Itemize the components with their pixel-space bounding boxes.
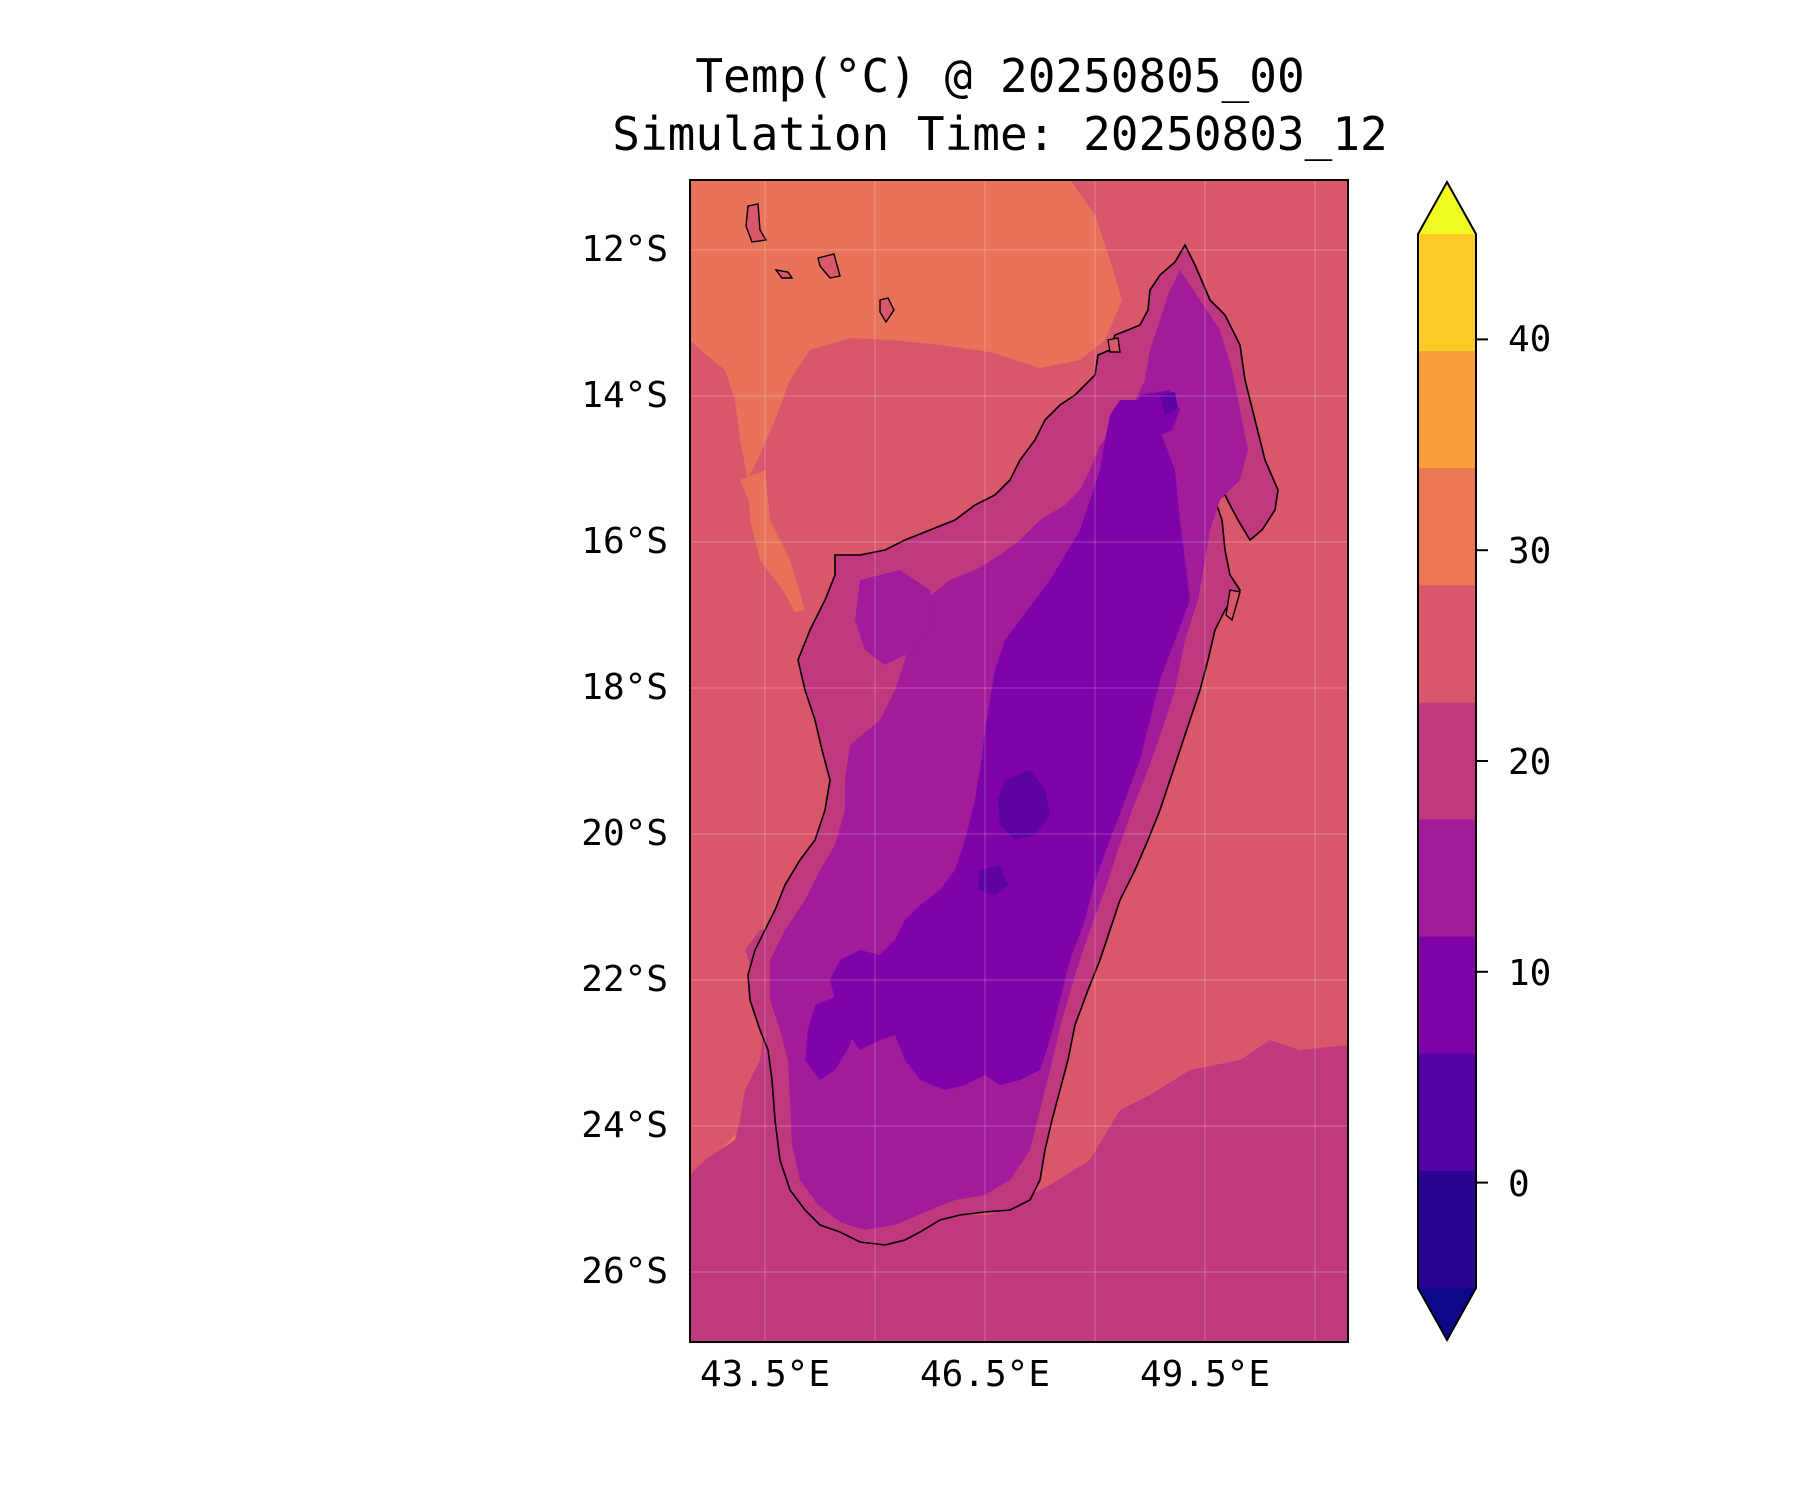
- colorbar-extend-min: [1418, 1288, 1476, 1340]
- colorbar-bin: [1418, 585, 1476, 703]
- lon-label-49-5e: 49.5°E: [1139, 1354, 1271, 1395]
- lon-label-43-5e: 43.5°E: [699, 1354, 831, 1395]
- colorbar-label-10: 10: [1508, 953, 1552, 994]
- land-cold-spot-3: [1160, 392, 1178, 415]
- map-title-line-1: Temp(°C) @ 20250805_00: [695, 49, 1305, 103]
- map-frame: [689, 179, 1349, 1343]
- lat-label-20s: 20°S: [581, 813, 668, 854]
- land-cool-zone-sw: [805, 995, 855, 1080]
- colorbar: [1417, 179, 1488, 1343]
- map-area: [690, 180, 1348, 1342]
- colorbar-label-40: 40: [1508, 319, 1552, 360]
- land-cold-spot-2: [978, 865, 1008, 895]
- lon-label-46-5e: 46.5°E: [919, 1354, 1051, 1395]
- comoros-islands: [745, 203, 1241, 622]
- colorbar-bin: [1418, 819, 1476, 938]
- lat-label-14s: 14°S: [581, 375, 668, 416]
- land-cold-spot-1: [998, 770, 1050, 840]
- colorbar-bin: [1418, 1170, 1476, 1289]
- colorbar-extend-max: [1418, 182, 1476, 234]
- colorbar-label-0: 0: [1508, 1164, 1530, 1205]
- gridlines: [690, 180, 1348, 1342]
- lat-label-18s: 18°S: [581, 667, 668, 708]
- sea-warm-region-north: [690, 180, 1122, 610]
- lat-label-16s: 16°S: [581, 521, 668, 562]
- colorbar-bin: [1418, 936, 1476, 1055]
- land-mid-zone-west: [855, 570, 935, 665]
- colorbar-bin: [1418, 351, 1476, 469]
- colorbar-bin: [1418, 702, 1476, 821]
- colorbar-bin: [1418, 1053, 1476, 1172]
- lat-label-26s: 26°S: [581, 1251, 668, 1292]
- colorbar-outline: [1417, 179, 1477, 1343]
- land-cool-zone-central: [830, 400, 1190, 1090]
- colorbar-label-20: 20: [1508, 742, 1552, 783]
- colorbar-bin: [1418, 234, 1476, 352]
- lat-label-12s: 12°S: [581, 229, 668, 270]
- colorbar-label-30: 30: [1508, 531, 1552, 572]
- lat-label-24s: 24°S: [581, 1105, 668, 1146]
- colorbar-bin: [1418, 468, 1476, 586]
- sea-warm-band-west: [740, 470, 805, 612]
- sea-cool-region-south: [690, 1040, 1348, 1342]
- map-title-line-2: Simulation Time: 20250803_12: [612, 107, 1388, 161]
- lat-label-22s: 22°S: [581, 959, 668, 1000]
